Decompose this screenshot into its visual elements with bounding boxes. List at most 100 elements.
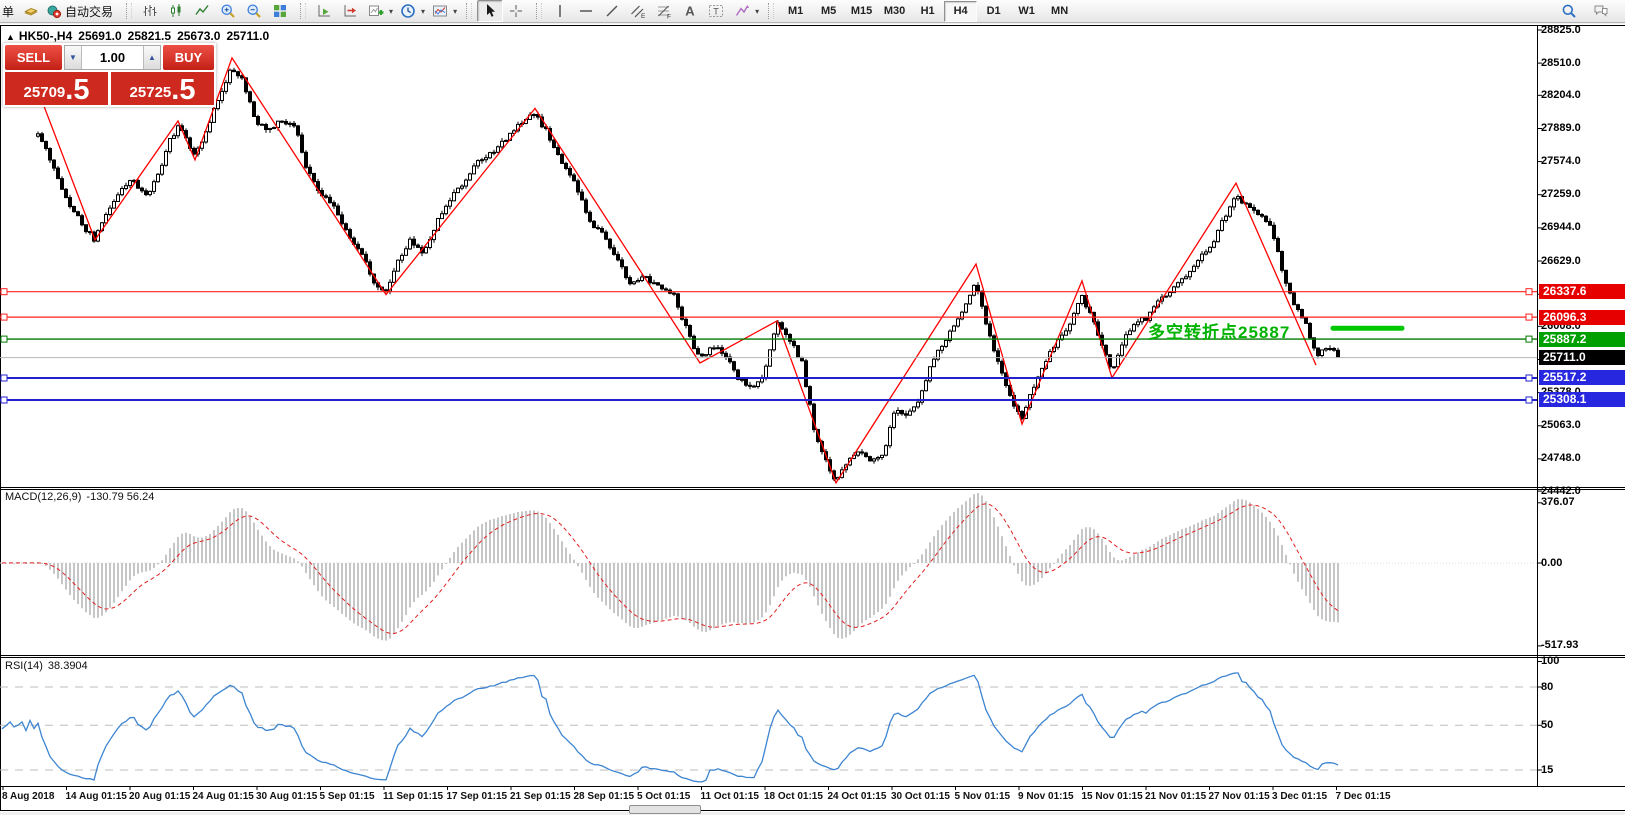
autotrading-icon bbox=[47, 5, 62, 19]
volume-decrease-button[interactable]: ▼ bbox=[65, 46, 82, 69]
periods-button[interactable] bbox=[395, 0, 421, 22]
price-axis-tick-label: 26629.0 bbox=[1541, 254, 1581, 267]
horizontal-price-lines[interactable] bbox=[0, 288, 1537, 404]
timeframe-m1-button[interactable]: M1 bbox=[787, 5, 804, 17]
timeframe-m15-button[interactable]: M15 bbox=[850, 5, 873, 17]
horizontal-line-button[interactable] bbox=[573, 0, 599, 22]
search-icon bbox=[1562, 4, 1576, 18]
timeframe-mn-button[interactable]: MN bbox=[1051, 5, 1069, 17]
macd-indicator-label: MACD(12,26,9) -130.79 56.24 bbox=[5, 491, 155, 503]
chart-shift-button[interactable] bbox=[337, 0, 363, 22]
volume-stepper[interactable]: ▼ 1.00 ▲ bbox=[64, 45, 161, 70]
candlestick-chart-button[interactable] bbox=[163, 0, 189, 22]
bar-chart-icon bbox=[143, 5, 157, 16]
shapes-dropdown-arrow-icon[interactable]: ▾ bbox=[755, 6, 760, 16]
search-button[interactable] bbox=[1556, 0, 1582, 22]
new-chart-button[interactable] bbox=[363, 0, 389, 22]
bottom-grip-tab[interactable] bbox=[629, 805, 701, 814]
line-chart-button[interactable] bbox=[189, 0, 215, 22]
auto-scroll-button[interactable] bbox=[311, 0, 337, 22]
price-axis-tick-label: 25063.0 bbox=[1541, 419, 1581, 432]
x-axis-date-label: 30 Oct 01:15 bbox=[891, 791, 950, 802]
price-line-badge: 25517.2 bbox=[1539, 370, 1625, 386]
buy-price-display[interactable]: 25725.5 bbox=[111, 72, 214, 105]
tile-windows-icon bbox=[274, 5, 287, 17]
trendline-button[interactable] bbox=[599, 0, 625, 22]
x-axis-date-label: 18 Oct 01:15 bbox=[764, 791, 823, 802]
price-line-badge: 25308.1 bbox=[1539, 392, 1625, 408]
new-order-label[interactable]: 单 bbox=[2, 4, 15, 19]
cursor-button[interactable] bbox=[477, 0, 504, 22]
fibonacci-icon: F bbox=[658, 5, 671, 19]
x-axis-date-label: 24 Aug 01:15 bbox=[192, 791, 254, 802]
price-axis-tick-label: 27889.0 bbox=[1541, 121, 1581, 134]
symbol-period-label: HK50-,H4 bbox=[18, 29, 73, 43]
candlestick-series bbox=[36, 67, 1340, 482]
volume-input[interactable]: 1.00 bbox=[99, 50, 126, 65]
ohlc-open: 25691.0 bbox=[78, 29, 122, 43]
horizontal-line-icon bbox=[580, 10, 593, 12]
timeframe-m30-button[interactable]: M30 bbox=[883, 5, 906, 17]
buy-price-fraction: .5 bbox=[171, 74, 196, 106]
periods-dropdown-arrow-icon[interactable]: ▾ bbox=[421, 6, 426, 16]
text-label-button[interactable]: T bbox=[703, 0, 729, 22]
text-icon: A bbox=[685, 4, 695, 19]
autotrading-label: 自动交易 bbox=[65, 4, 114, 19]
sell-button[interactable]: SELL bbox=[5, 45, 62, 70]
one-click-trading-panel[interactable]: SELL ▼ 1.00 ▲ BUY 25709.5 25725.5 bbox=[3, 43, 216, 107]
volume-increase-button[interactable]: ▲ bbox=[143, 46, 160, 69]
vertical-line-button[interactable] bbox=[547, 0, 573, 22]
templates-button[interactable] bbox=[427, 0, 453, 22]
bar-chart-button[interactable] bbox=[137, 0, 163, 22]
rsi-axis-tick-label: 80 bbox=[1541, 680, 1554, 693]
price-axis-tick-label: 24748.0 bbox=[1541, 452, 1581, 465]
collapse-triangle-icon[interactable]: ▲ bbox=[6, 32, 15, 42]
sell-price-display[interactable]: 25709.5 bbox=[5, 72, 108, 105]
toolbar-separator bbox=[536, 3, 543, 19]
fibonacci-button[interactable]: F bbox=[651, 0, 677, 22]
price-line-badge: 26337.6 bbox=[1539, 284, 1625, 300]
new-chart-dropdown-arrow-icon[interactable]: ▾ bbox=[389, 6, 394, 16]
timeframe-h4-button[interactable]: H4 bbox=[944, 0, 978, 22]
shapes-button[interactable] bbox=[729, 0, 755, 22]
tile-windows-button[interactable] bbox=[267, 0, 293, 22]
history-center-button[interactable] bbox=[18, 0, 44, 22]
svg-text:E: E bbox=[641, 13, 646, 19]
x-axis-date-label: 5 Oct 01:15 bbox=[637, 791, 691, 802]
templates-dropdown-arrow-icon[interactable]: ▾ bbox=[453, 6, 458, 16]
auto-scroll-icon bbox=[318, 5, 331, 17]
svg-text:T: T bbox=[713, 7, 719, 17]
x-axis-date-label: 11 Oct 01:15 bbox=[700, 791, 759, 802]
crosshair-button[interactable] bbox=[503, 0, 529, 22]
toolbar-separator bbox=[768, 3, 775, 19]
chat-button[interactable] bbox=[1588, 0, 1614, 22]
cursor-icon bbox=[487, 4, 496, 17]
zoom-in-button[interactable] bbox=[215, 0, 241, 22]
timeframe-m5-button[interactable]: M5 bbox=[820, 5, 837, 17]
zoom-out-button[interactable] bbox=[241, 0, 267, 22]
ohlc-high: 25821.5 bbox=[127, 29, 172, 43]
price-line-badge: 25887.2 bbox=[1539, 331, 1625, 347]
vertical-line-icon bbox=[559, 5, 561, 17]
chart-shift-icon bbox=[344, 5, 357, 17]
x-axis-date-label: 21 Sep 01:15 bbox=[510, 791, 571, 802]
x-axis-date-label: 5 Nov 01:15 bbox=[954, 791, 1011, 802]
text-button[interactable]: A bbox=[677, 0, 703, 22]
timeframe-h1-button[interactable]: H1 bbox=[920, 5, 935, 17]
x-axis-date-label: 17 Sep 01:15 bbox=[446, 791, 508, 802]
toolbar-separator bbox=[126, 3, 133, 19]
timeframe-w1-button[interactable]: W1 bbox=[1018, 5, 1035, 17]
autotrading-button[interactable]: 自动交易 bbox=[46, 3, 113, 20]
channel-button[interactable]: E bbox=[625, 0, 651, 22]
templates-icon bbox=[433, 5, 448, 17]
timeframe-d1-button[interactable]: D1 bbox=[986, 5, 1001, 17]
chat-icon bbox=[1594, 5, 1608, 17]
x-axis-date-label: 27 Nov 01:15 bbox=[1208, 791, 1270, 802]
buy-button[interactable]: BUY bbox=[163, 45, 214, 70]
annotation-text[interactable]: 多空转折点25887 bbox=[1148, 323, 1291, 342]
zigzag-line[interactable] bbox=[35, 56, 1317, 485]
line-chart-icon bbox=[195, 5, 209, 15]
x-axis-date-label: 21 Nov 01:15 bbox=[1145, 791, 1207, 802]
crosshair-icon bbox=[510, 5, 523, 17]
